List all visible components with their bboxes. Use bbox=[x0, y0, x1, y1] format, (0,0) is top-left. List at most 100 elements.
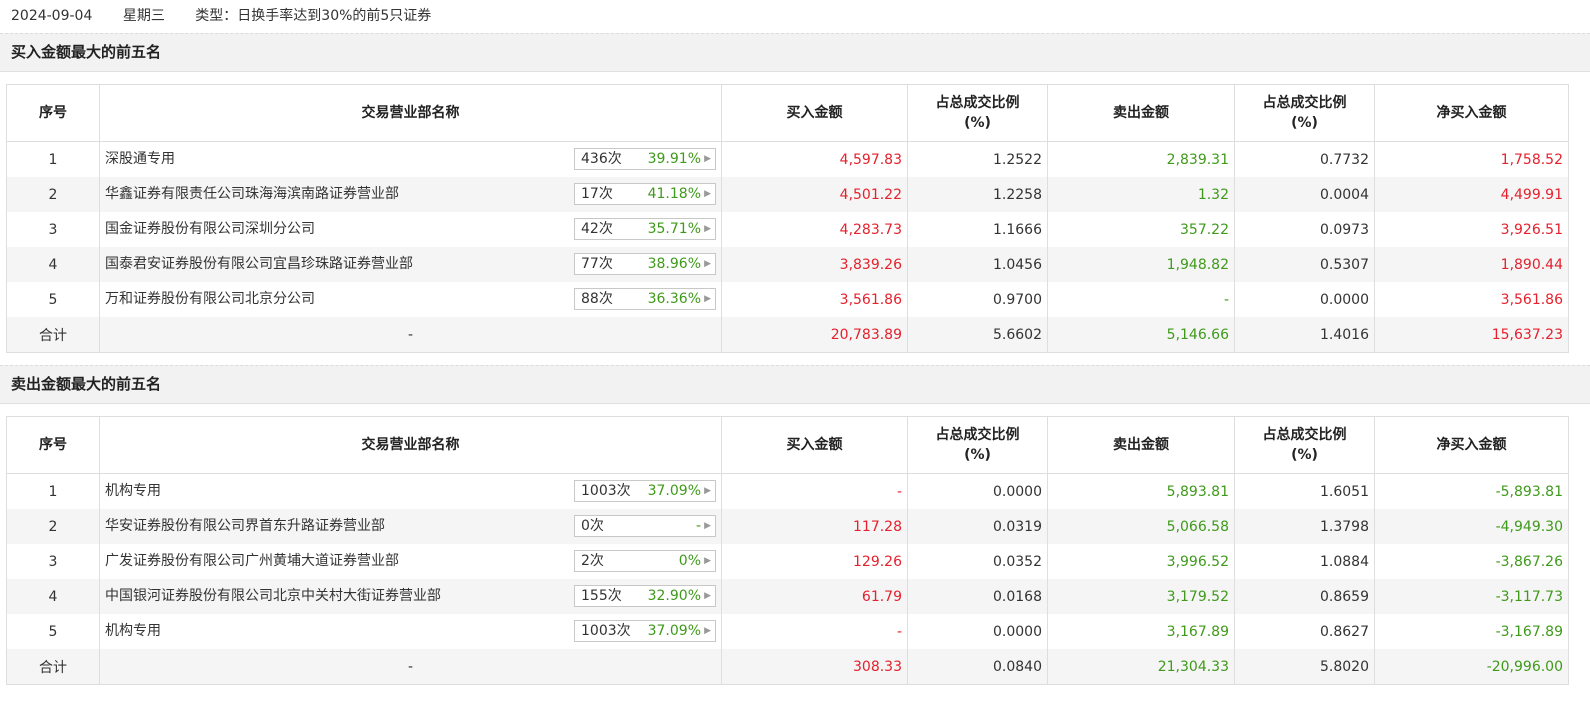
branch-stat-button[interactable]: 1003次 37.09% ▶ bbox=[574, 620, 716, 642]
triangle-right-icon: ▶ bbox=[704, 294, 711, 304]
branch-stat-button[interactable]: 1003次 37.09% ▶ bbox=[574, 480, 716, 502]
row-index: 5 bbox=[6, 614, 100, 649]
appear-count: 1003次 bbox=[581, 623, 631, 639]
branch-name-link[interactable]: 机构专用 bbox=[105, 483, 161, 499]
branch-cell: 机构专用 1003次 37.09% ▶ bbox=[99, 614, 722, 649]
buy-amount: - bbox=[721, 473, 908, 509]
buy-ratio: 1.1666 bbox=[907, 212, 1048, 247]
branch-name-link[interactable]: 广发证券股份有限公司广州黄埔大道证券营业部 bbox=[105, 553, 399, 569]
list-type: 类型：日换手率达到30%的前5只证券 bbox=[195, 8, 432, 24]
branch-stat-button[interactable]: 88次 36.36% ▶ bbox=[574, 288, 716, 310]
branch-stat-button[interactable]: 155次 32.90% ▶ bbox=[574, 585, 716, 607]
buy-ratio: 0.0000 bbox=[907, 473, 1048, 509]
row-index: 2 bbox=[6, 177, 100, 212]
buy-ratio: 1.2522 bbox=[907, 141, 1048, 177]
table-row: 5 机构专用 1003次 37.09% ▶ -0.0000 3,167.89 0.8627 -3… bbox=[6, 614, 1569, 649]
sell-amount: 5,893.81 bbox=[1047, 473, 1235, 509]
appear-count: 88次 bbox=[581, 291, 613, 307]
sell-ratio: 1.3798 bbox=[1234, 509, 1375, 544]
row-index: 1 bbox=[6, 141, 100, 177]
total-buy-amount: 308.33 bbox=[721, 649, 908, 685]
sell-amount: 357.22 bbox=[1047, 212, 1235, 247]
buy-amount: 3,839.26 bbox=[721, 247, 908, 282]
branch-name-link[interactable]: 机构专用 bbox=[105, 623, 161, 639]
rise-rate: 32.90% bbox=[647, 588, 701, 604]
sell-ratio: 0.0004 bbox=[1234, 177, 1375, 212]
sell-ratio: 0.8659 bbox=[1234, 579, 1375, 614]
triangle-right-icon: ▶ bbox=[704, 154, 711, 164]
branch-name-link[interactable]: 万和证券股份有限公司北京分公司 bbox=[105, 291, 315, 307]
buy-section-title: 买入金额最大的前五名 bbox=[0, 33, 1590, 72]
col-buy-ratio: 占总成交比例 (%) bbox=[907, 84, 1048, 142]
total-buy-ratio: 0.0840 bbox=[907, 649, 1048, 685]
buy-ratio: 0.0319 bbox=[907, 509, 1048, 544]
total-row: 合计 -308.33 0.0840 21,304.33 5.8020 -20,996.00 bbox=[6, 649, 1569, 685]
appear-count: 42次 bbox=[581, 221, 613, 237]
branch-stat-button[interactable]: 0次 - ▶ bbox=[574, 515, 716, 537]
appear-count: 77次 bbox=[581, 256, 613, 272]
branch-name-link[interactable]: 国泰君安证券股份有限公司宜昌珍珠路证券营业部 bbox=[105, 256, 413, 272]
rise-rate: 35.71% bbox=[647, 221, 701, 237]
branch-stat-button[interactable]: 436次 39.91% ▶ bbox=[574, 148, 716, 170]
triangle-right-icon: ▶ bbox=[704, 521, 711, 531]
sell-amount: 5,066.58 bbox=[1047, 509, 1235, 544]
rise-rate: 0% bbox=[678, 553, 701, 569]
triangle-right-icon: ▶ bbox=[704, 556, 711, 566]
triangle-right-icon: ▶ bbox=[704, 626, 711, 636]
branch-stat-button[interactable]: 17次 41.18% ▶ bbox=[574, 183, 716, 205]
table-row: 1 深股通专用 436次 39.91% ▶ 4,597.83 1.2522 2,839.31 0… bbox=[6, 141, 1569, 177]
row-index: 5 bbox=[6, 282, 100, 317]
total-sell-amount: 5,146.66 bbox=[1047, 317, 1235, 353]
total-label: 合计 bbox=[6, 317, 100, 353]
net-amount: 1,890.44 bbox=[1374, 247, 1569, 282]
table-row: 1 机构专用 1003次 37.09% ▶ -0.0000 5,893.81 1.6051 -5… bbox=[6, 473, 1569, 509]
table-row: 4 中国银河证券股份有限公司北京中关村大街证券营业部 155次 32.90% ▶ 61.7… bbox=[6, 579, 1569, 614]
branch-stat-button[interactable]: 77次 38.96% ▶ bbox=[574, 253, 716, 275]
net-amount: 3,926.51 bbox=[1374, 212, 1569, 247]
total-name: - bbox=[99, 317, 722, 353]
branch-stat-button[interactable]: 42次 35.71% ▶ bbox=[574, 218, 716, 240]
col-branch-name: 交易营业部名称 bbox=[99, 84, 722, 142]
trade-date: 2024-09-04 bbox=[11, 8, 93, 24]
col-buy-amount: 买入金额 bbox=[721, 416, 908, 474]
sell-amount: 3,167.89 bbox=[1047, 614, 1235, 649]
total-label: 合计 bbox=[6, 649, 100, 685]
rise-rate: - bbox=[695, 518, 701, 534]
rise-rate: 41.18% bbox=[647, 186, 701, 202]
branch-name-link[interactable]: 深股通专用 bbox=[105, 151, 175, 167]
triangle-right-icon: ▶ bbox=[704, 486, 711, 496]
total-sell-amount: 21,304.33 bbox=[1047, 649, 1235, 685]
appear-count: 155次 bbox=[581, 588, 622, 604]
total-buy-ratio: 5.6602 bbox=[907, 317, 1048, 353]
sell-amount: 2,839.31 bbox=[1047, 141, 1235, 177]
branch-stat-button[interactable]: 2次 0% ▶ bbox=[574, 550, 716, 572]
sell-ratio: 0.7732 bbox=[1234, 141, 1375, 177]
buy-amount: 4,283.73 bbox=[721, 212, 908, 247]
branch-cell: 国金证券股份有限公司深圳分公司 42次 35.71% ▶ bbox=[99, 212, 722, 247]
rise-rate: 37.09% bbox=[647, 483, 701, 499]
branch-cell: 广发证券股份有限公司广州黄埔大道证券营业部 2次 0% ▶ bbox=[99, 544, 722, 579]
triangle-right-icon: ▶ bbox=[704, 259, 711, 269]
triangle-right-icon: ▶ bbox=[704, 591, 711, 601]
table-header-row: 序号 交易营业部名称 买入金额 占总成交比例 (%) 卖出金额 占总成交比例 (%)… bbox=[6, 84, 1569, 142]
branch-name-link[interactable]: 中国银河证券股份有限公司北京中关村大街证券营业部 bbox=[105, 588, 441, 604]
net-amount: 3,561.86 bbox=[1374, 282, 1569, 317]
table-row: 5 万和证券股份有限公司北京分公司 88次 36.36% ▶ 3,561.86 0.9700… bbox=[6, 282, 1569, 317]
buy-ratio: 0.9700 bbox=[907, 282, 1048, 317]
sell-amount: 1.32 bbox=[1047, 177, 1235, 212]
sell-amount: 1,948.82 bbox=[1047, 247, 1235, 282]
buy-amount: 129.26 bbox=[721, 544, 908, 579]
buy-amount: 4,501.22 bbox=[721, 177, 908, 212]
rise-rate: 37.09% bbox=[647, 623, 701, 639]
row-index: 4 bbox=[6, 579, 100, 614]
triangle-right-icon: ▶ bbox=[704, 189, 711, 199]
buy-ratio: 0.0168 bbox=[907, 579, 1048, 614]
table-row: 3 广发证券股份有限公司广州黄埔大道证券营业部 2次 0% ▶ 129.26 0.0352 3… bbox=[6, 544, 1569, 579]
col-sell-amount: 卖出金额 bbox=[1047, 84, 1235, 142]
branch-name-link[interactable]: 华鑫证券有限责任公司珠海海滨南路证券营业部 bbox=[105, 186, 399, 202]
sell-amount: 3,179.52 bbox=[1047, 579, 1235, 614]
sell-ratio: 0.5307 bbox=[1234, 247, 1375, 282]
branch-name-link[interactable]: 华安证券股份有限公司界首东升路证券营业部 bbox=[105, 518, 385, 534]
branch-name-link[interactable]: 国金证券股份有限公司深圳分公司 bbox=[105, 221, 315, 237]
total-net-amount: -20,996.00 bbox=[1374, 649, 1569, 685]
